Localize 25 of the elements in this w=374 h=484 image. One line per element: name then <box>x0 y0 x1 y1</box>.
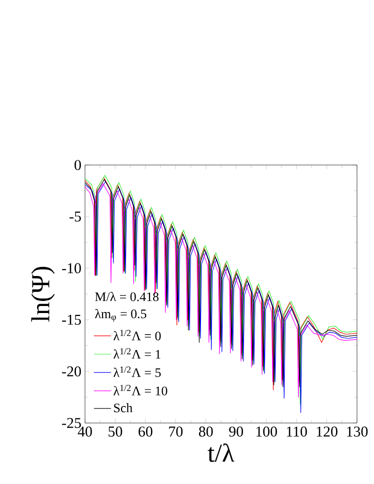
x-tick-label: 90 <box>229 426 244 437</box>
x-tick-label: 130 <box>347 426 368 437</box>
y-tick-label: 0 <box>74 160 81 170</box>
y-axis-title: ln(Ψ) <box>31 266 55 322</box>
x-tick-label: 50 <box>108 426 122 437</box>
x-tick-label: 60 <box>138 426 152 437</box>
annotation: M/λ = 0.418 <box>95 292 159 302</box>
legend-label: λ$^{1/2}$Λ = 10 <box>114 384 168 396</box>
annotation: λm$_{φ}$ = 0.5 <box>95 308 146 322</box>
x-axis-title: t/λ <box>208 443 234 462</box>
x-tick-label: 40 <box>78 426 92 437</box>
x-tick-label: 80 <box>198 426 213 437</box>
legend-label: λ$^{1/2}$Λ = 0 <box>114 330 161 340</box>
x-tick-label: 100 <box>256 426 277 437</box>
x-tick-label: 120 <box>316 426 338 437</box>
y-tick-label: -5 <box>70 212 81 222</box>
legend-label: Sch <box>114 403 132 412</box>
legend-label: λ$^{1/2}$Λ = 1 <box>114 348 160 359</box>
y-tick-label: -15 <box>62 314 81 325</box>
y-tick-label: -20 <box>62 366 81 376</box>
x-tick-label: 70 <box>169 426 183 437</box>
legend-label: λ$^{1/2}$Λ = 5 <box>114 366 161 377</box>
x-tick-label: 110 <box>286 426 307 437</box>
y-tick-label: -10 <box>62 263 81 274</box>
y-tick-label: -25 <box>62 418 81 428</box>
